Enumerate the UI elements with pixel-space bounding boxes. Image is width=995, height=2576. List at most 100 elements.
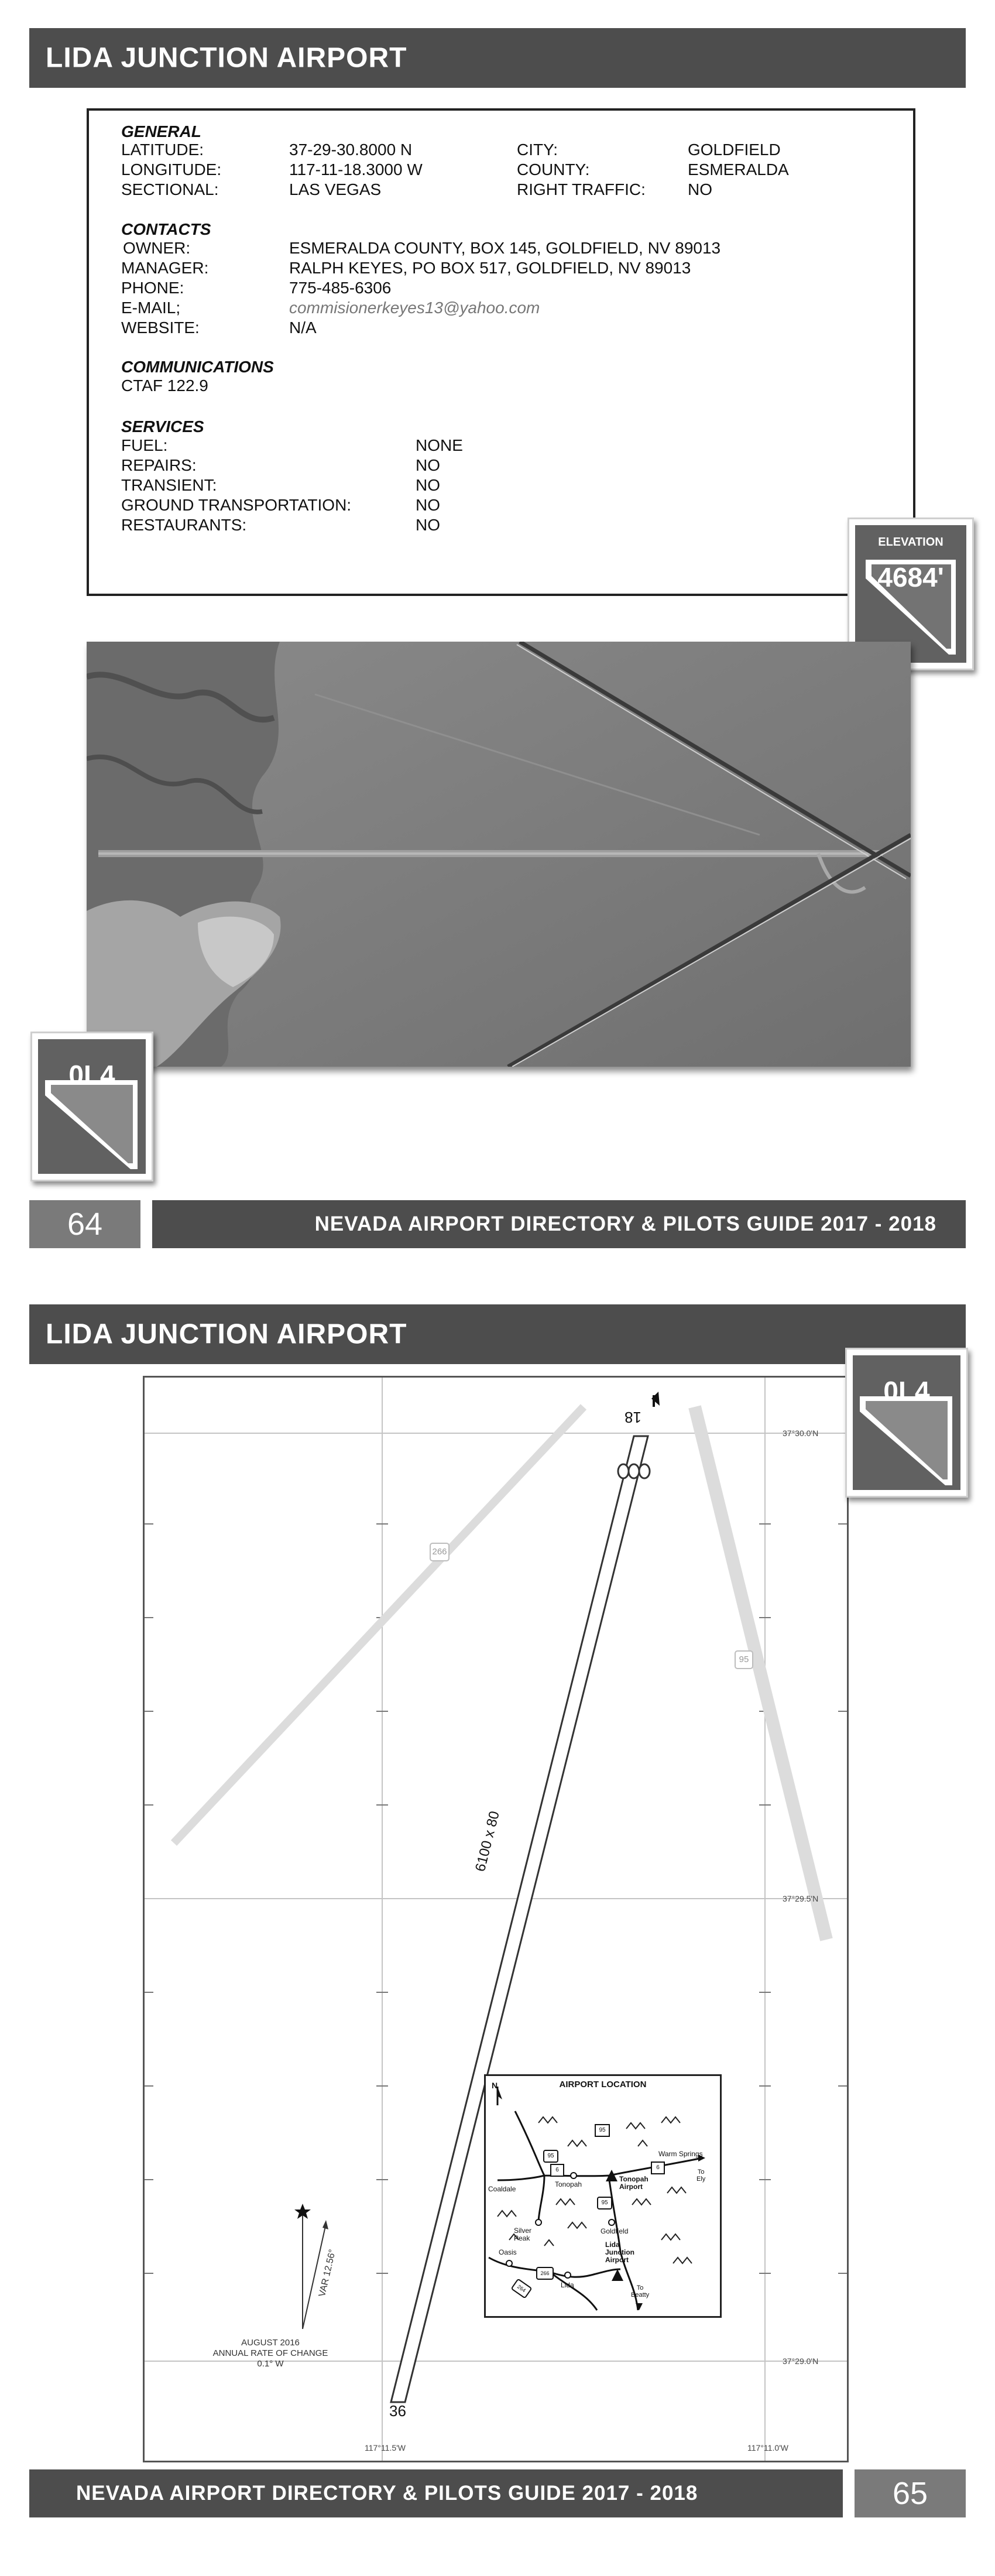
- repairs-label: REPAIRS:: [121, 456, 197, 474]
- general-heading: GENERAL: [121, 122, 201, 141]
- page-title-bar: LIDA JUNCTION AIRPORT: [29, 1304, 966, 1364]
- inset-route-95-shield-north: 95: [595, 2124, 610, 2137]
- route-95-shield: 95: [735, 1650, 753, 1669]
- nevada-state-icon: [45, 1080, 138, 1169]
- to-ely-line1: To: [697, 2169, 705, 2176]
- sectional-label: SECTIONAL:: [121, 180, 219, 198]
- airport-id: 0L4: [883, 1376, 930, 1406]
- lida-label: Lida: [561, 2281, 574, 2289]
- elevation-label: ELEVATION: [878, 536, 943, 549]
- runway-36-label: 36: [389, 2402, 406, 2420]
- page-title: LIDA JUNCTION AIRPORT: [46, 42, 407, 74]
- to-beatty-line1: To: [636, 2284, 644, 2291]
- sectional-value: LAS VEGAS: [289, 180, 382, 198]
- contacts-values: ESMERALDA COUNTY, BOX 145, GOLDFIELD, NV…: [289, 238, 720, 338]
- tonopah-label: Tonopah: [555, 2180, 582, 2188]
- services-values: NONE NO NO NO NO: [416, 436, 463, 535]
- county-value: ESMERALDA: [688, 160, 789, 179]
- to-ely-label: To Ely: [696, 2169, 705, 2183]
- magnetic-rate-label: ANNUAL RATE OF CHANGE: [212, 2348, 328, 2358]
- lon-label-11-0: 117°11.0'W: [747, 2443, 789, 2452]
- services-heading: SERVICES: [121, 417, 204, 436]
- runway-18-label: 18: [625, 1409, 641, 1426]
- footer-text: NEVADA AIRPORT DIRECTORY & PILOTS GUIDE …: [314, 1212, 936, 1235]
- city-value: GOLDFIELD: [688, 141, 781, 159]
- contacts-keys: OWNER: MANAGER: PHONE: E-MAIL; WEBSITE:: [121, 238, 208, 338]
- transient-label: TRANSIENT:: [121, 476, 217, 494]
- footer-text: NEVADA AIRPORT DIRECTORY & PILOTS GUIDE …: [76, 2482, 698, 2505]
- fuel-value: NONE: [416, 436, 463, 454]
- tonopah-airport-line1: Tonopah: [619, 2175, 649, 2183]
- lat-label-29-0: 37°29.0'N: [783, 2356, 819, 2366]
- city-label: CITY:: [517, 141, 558, 159]
- page-number: 64: [67, 1207, 103, 1242]
- longitude-value: 117-11-18.3000 W: [289, 160, 423, 179]
- elevation-badge: ELEVATION 4684': [848, 518, 974, 670]
- email-label: E-MAIL;: [121, 299, 181, 317]
- phone-value: 775-485-6306: [289, 279, 392, 297]
- page-title-bar: LIDA JUNCTION AIRPORT: [29, 28, 966, 88]
- lida-airport-line3: Airport: [605, 2256, 629, 2264]
- website-label: WEBSITE:: [121, 318, 200, 337]
- airport-diagram: 266 95 18 36 6100 x 80 37°30.0'N 37°29.5…: [143, 1376, 849, 2462]
- page-number: 65: [892, 2476, 928, 2511]
- right-traffic-label: RIGHT TRAFFIC:: [517, 180, 646, 198]
- airport-id-badge: 0L4: [30, 1032, 153, 1181]
- footer-bar: NEVADA AIRPORT DIRECTORY & PILOTS GUIDE …: [29, 2469, 843, 2517]
- aerial-photo: [87, 642, 911, 1067]
- lat-label-30-0: 37°30.0'N: [783, 1429, 819, 1438]
- ground-transportation-label: GROUND TRANSPORTATION:: [121, 496, 352, 514]
- general-values-col2: GOLDFIELD ESMERALDA NO: [688, 140, 789, 200]
- footer-bar: NEVADA AIRPORT DIRECTORY & PILOTS GUIDE …: [152, 1200, 966, 1248]
- airport-id: 0L4: [68, 1060, 115, 1090]
- general-keys-col1: LATITUDE: LONGITUDE: SECTIONAL:: [121, 140, 221, 200]
- north-indicator: N: [492, 2081, 498, 2090]
- nevada-state-icon: [866, 560, 956, 655]
- magnetic-variation-note: AUGUST 2016 ANNUAL RATE OF CHANGE 0.1° W: [174, 2338, 367, 2369]
- website-value: N/A: [289, 318, 317, 337]
- goldfield-label: Goldfield: [601, 2227, 629, 2235]
- lida-junction-airport-label: Lida Junction Airport: [605, 2241, 634, 2264]
- lat-label-29-5: 37°29.5'N: [783, 1894, 819, 1903]
- silver-peak-line2: Peak: [514, 2234, 530, 2242]
- oasis-label: Oasis: [499, 2248, 517, 2256]
- transient-value: NO: [416, 476, 440, 494]
- inset-route-266-shield: 266: [536, 2267, 554, 2280]
- magnetic-date: AUGUST 2016: [241, 2338, 300, 2348]
- restaurants-label: RESTAURANTS:: [121, 516, 247, 534]
- inset-route-95-shield-south: 95: [597, 2197, 612, 2210]
- ctaf-frequency: CTAF 122.9: [121, 376, 208, 395]
- silver-peak-line1: Silver: [514, 2226, 532, 2235]
- warm-springs-label: Warm Springs: [658, 2150, 703, 2158]
- manager-label: MANAGER:: [121, 259, 209, 277]
- lon-label-11-5: 117°11.5'W: [365, 2443, 406, 2452]
- communications-heading: COMMUNICATIONS: [121, 358, 274, 376]
- owner-value: ESMERALDA COUNTY, BOX 145, GOLDFIELD, NV…: [289, 239, 721, 257]
- location-inset-map: AIRPORT LOCATION N Tonopah Tonopah Airpo…: [484, 2074, 722, 2318]
- general-values-col1: 37-29-30.8000 N 117-11-18.3000 W LAS VEG…: [289, 140, 423, 200]
- repairs-value: NO: [416, 456, 440, 474]
- latitude-value: 37-29-30.8000 N: [289, 141, 413, 159]
- airport-diagram-drawing: [145, 1378, 847, 2461]
- email-link[interactable]: commisionerkeyes13@yahoo.com: [289, 299, 540, 317]
- to-beatty-line2: Beatty: [631, 2291, 650, 2298]
- ground-transportation-value: NO: [416, 496, 440, 514]
- owner-label: OWNER:: [123, 239, 191, 257]
- page-number-box: 65: [855, 2469, 966, 2517]
- page-title: LIDA JUNCTION AIRPORT: [46, 1318, 407, 1350]
- inset-route-6-shield: 6: [550, 2164, 564, 2177]
- tonopah-airport-line2: Airport: [619, 2183, 643, 2191]
- magnetic-variation-arrow: [294, 2204, 328, 2330]
- inset-route-95-shield: 95: [543, 2150, 558, 2163]
- restaurants-value: NO: [416, 516, 440, 534]
- lida-airport-line1: Lida: [605, 2241, 620, 2249]
- elevation-value: 4684': [877, 562, 944, 592]
- general-keys-col2: CITY: COUNTY: RIGHT TRAFFIC:: [517, 140, 646, 200]
- route-266-shield: 266: [430, 1543, 450, 1561]
- airport-info-box: GENERAL LATITUDE: LONGITUDE: SECTIONAL: …: [87, 108, 915, 596]
- phone-label: PHONE:: [121, 279, 184, 297]
- location-map-title: AIRPORT LOCATION: [559, 2080, 647, 2089]
- nevada-state-icon: [860, 1396, 952, 1485]
- inset-route-6-shield-east: 6: [651, 2161, 665, 2174]
- fuel-label: FUEL:: [121, 436, 168, 454]
